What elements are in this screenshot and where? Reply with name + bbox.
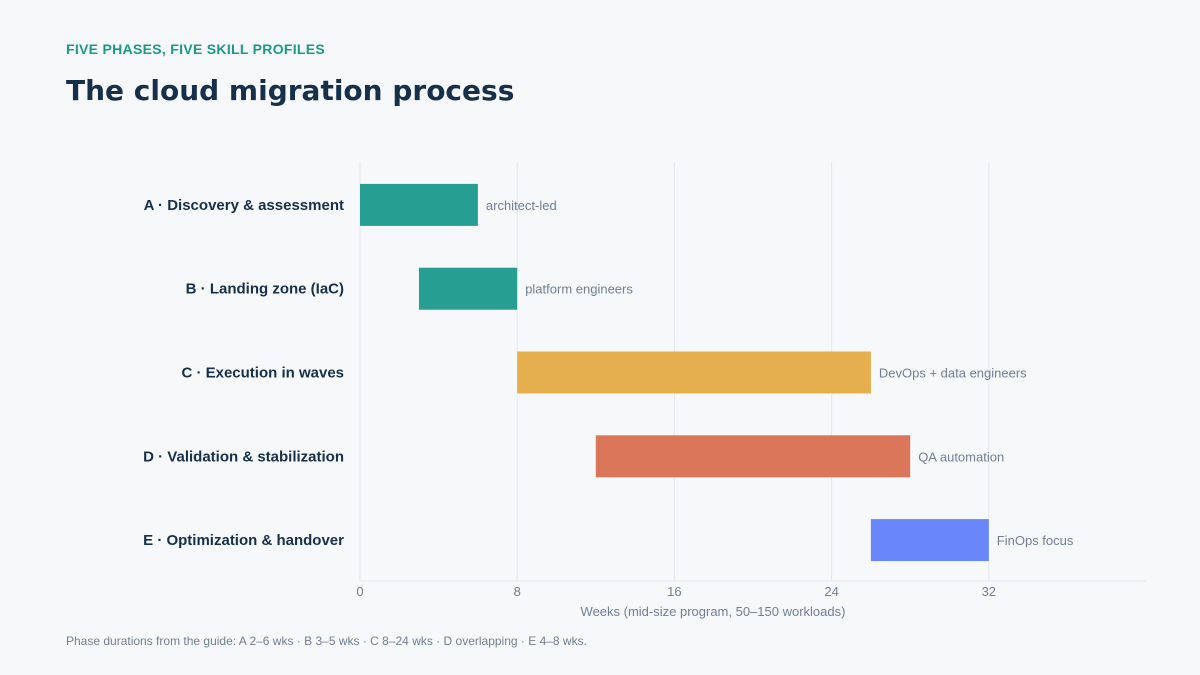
task-annotation: QA automation xyxy=(918,449,1004,464)
x-tick-label: 32 xyxy=(982,584,996,599)
x-tick-label: 24 xyxy=(824,584,838,599)
task-bar xyxy=(870,519,989,562)
task-label: D · Validation & stabilization xyxy=(143,448,344,465)
task-bar xyxy=(418,267,518,310)
chart-title: The cloud migration process xyxy=(66,74,515,107)
x-tick-label: 8 xyxy=(514,584,521,599)
task-label: C · Execution in waves xyxy=(181,365,344,382)
x-axis-title: Weeks (mid-size program, 50–150 workload… xyxy=(581,604,846,619)
chart-footnote: Phase durations from the guide: A 2–6 wk… xyxy=(66,634,587,648)
chart-eyebrow: FIVE PHASES, FIVE SKILL PROFILES xyxy=(66,41,326,57)
task-bar xyxy=(595,435,911,478)
task-annotation: architect-led xyxy=(486,198,557,213)
task-annotation: DevOps + data engineers xyxy=(879,366,1027,381)
task-label: A · Discovery & assessment xyxy=(144,197,344,214)
task-label: E · Optimization & handover xyxy=(143,532,344,549)
task-annotation: platform engineers xyxy=(525,282,633,297)
x-tick-label: 0 xyxy=(356,584,363,599)
x-tick-label: 16 xyxy=(667,584,681,599)
task-bar xyxy=(360,183,478,226)
task-bar xyxy=(517,351,871,394)
task-label: B · Landing zone (IaC) xyxy=(186,281,344,298)
task-annotation: FinOps focus xyxy=(997,533,1074,548)
